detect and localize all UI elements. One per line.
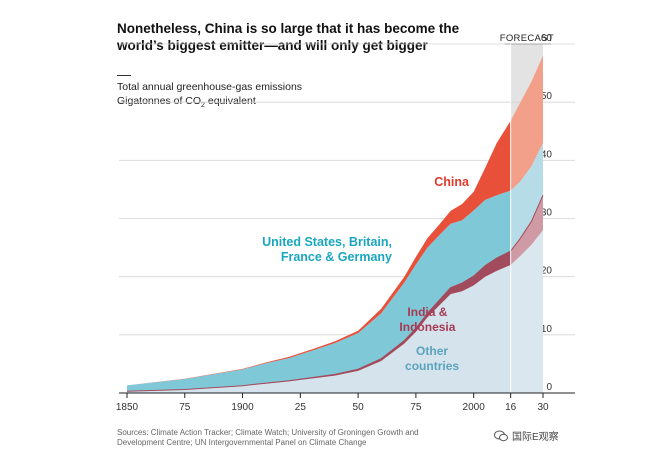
x-tick-label: 30 — [537, 402, 549, 413]
x-tick-label: 75 — [179, 402, 191, 413]
y-tick-label: 30 — [541, 208, 553, 219]
subtitle-rule — [117, 75, 131, 76]
y-tick-label: 0 — [546, 382, 552, 393]
wechat-icon — [494, 430, 508, 441]
subtitle-line-2: Gigatonnes of CO2 equivalent — [117, 94, 302, 113]
subtitle-unit-subscript: 2 — [201, 102, 205, 110]
sources-note: Sources: Climate Action Tracker; Climate… — [117, 428, 419, 447]
watermark: 国际E观察 — [494, 428, 559, 443]
x-tick-label: 25 — [295, 402, 307, 413]
chart-title: Nonetheless, China is so large that it h… — [117, 21, 460, 53]
forecast-label: FORECAST — [500, 33, 554, 44]
watermark-text: 国际E观察 — [512, 432, 559, 443]
chart-subtitle: Total annual greenhouse-gas emissions Gi… — [117, 80, 302, 113]
series-label-china: China — [434, 175, 470, 189]
india-top-line — [126, 194, 544, 392]
series-label-other-countries: Other countries — [405, 344, 459, 373]
x-tick-label: 75 — [410, 402, 422, 413]
y-tick-label: 60 — [541, 33, 553, 44]
x-tick-label: 50 — [353, 402, 365, 413]
area-united-states-britain-france-germany-forecast — [510, 142, 543, 252]
y-tick-label: 20 — [541, 266, 553, 277]
y-tick-label: 10 — [541, 324, 553, 335]
area-united-states-britain-france-germany-historical — [127, 190, 511, 392]
area-india-indonesia-forecast — [510, 195, 543, 265]
x-tick-label: 1850 — [116, 402, 139, 413]
y-tick-label: 50 — [541, 91, 553, 102]
x-tick-label: 2000 — [463, 402, 486, 413]
series-label-india-indonesia: India & Indonesia — [399, 305, 455, 334]
subtitle-line-1: Total annual greenhouse-gas emissions — [117, 81, 303, 93]
y-tick-label: 40 — [541, 149, 553, 160]
area-other-countries-historical — [127, 265, 511, 393]
area-china-forecast — [510, 55, 543, 191]
series-label-united-states-britain-france-germany: United States, Britain, France & Germany — [262, 235, 392, 264]
area-other-countries-forecast — [510, 230, 543, 393]
x-tick-label: 1900 — [231, 402, 254, 413]
subtitle-unit-suffix: equivalent — [204, 95, 256, 107]
x-tick-label: 16 — [505, 402, 517, 413]
subtitle-unit-prefix: Gigatonnes of CO — [117, 95, 202, 107]
